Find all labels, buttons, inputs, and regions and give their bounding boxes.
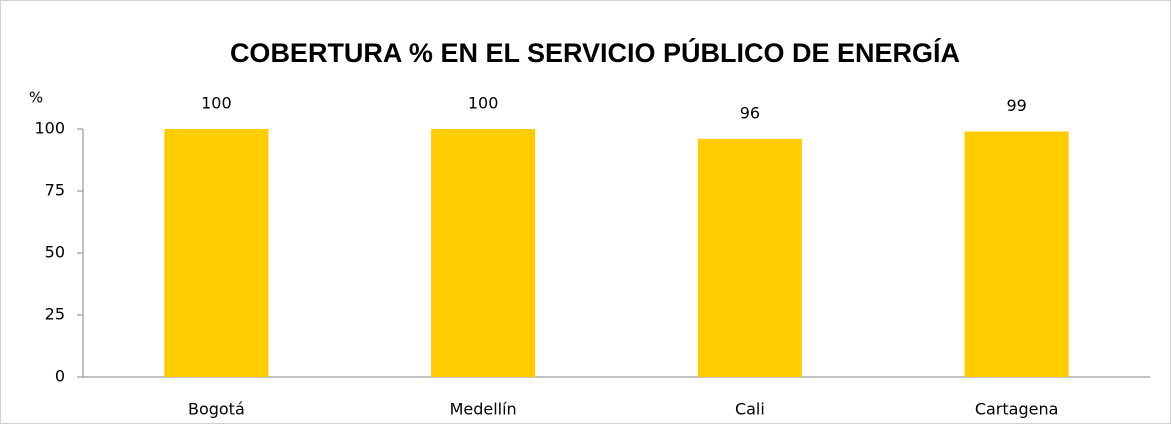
y-tick-label: 0 — [55, 367, 65, 386]
x-tick-label: Bogotá — [188, 400, 245, 419]
x-tick-label: Medellín — [450, 400, 517, 419]
bar — [697, 138, 802, 377]
chart-title: COBERTURA % EN EL SERVICIO PÚBLICO DE EN… — [230, 37, 960, 68]
y-tick-label: 100 — [34, 119, 65, 138]
data-label: 96 — [740, 103, 760, 122]
data-label: 99 — [1006, 96, 1026, 115]
x-tick-label: Cali — [735, 400, 765, 419]
y-tick-label: 75 — [45, 181, 65, 200]
y-axis-label: % — [29, 89, 43, 107]
x-tick-label: Cartagena — [975, 400, 1059, 419]
y-tick-label: 25 — [45, 305, 65, 324]
bar — [164, 129, 269, 377]
y-tick-label: 50 — [45, 243, 65, 262]
bar — [964, 131, 1069, 377]
bar — [431, 129, 536, 377]
data-label: 100 — [468, 94, 499, 113]
data-label: 100 — [201, 94, 232, 113]
